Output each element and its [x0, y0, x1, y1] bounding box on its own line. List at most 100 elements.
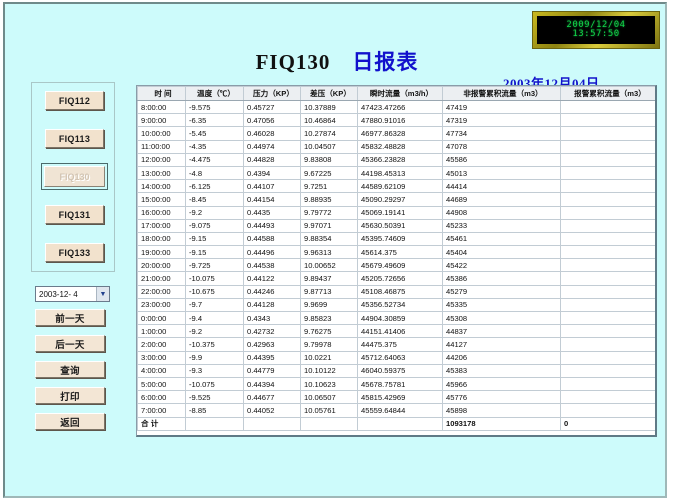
date-picker-value: 2003-12- 4 — [39, 289, 78, 299]
cell-alarm-total-flow — [560, 310, 655, 326]
table-row[interactable]: 16:00:00 -9.2 0.4435 9.79772 45069.19141 4490… — [137, 205, 655, 220]
cell-temperature: -9.9 — [185, 350, 244, 365]
cell-pressure: 0.46028 — [243, 126, 301, 141]
table-row[interactable]: 23:00:00 -9.7 0.44128 9.9699 45356.52734 4533… — [137, 297, 655, 313]
table-row[interactable]: 6:00:00 -9.525 0.44677 10.06507 45815.42969 4… — [137, 390, 655, 405]
cell-pressure: 0.45727 — [243, 99, 301, 115]
cell-nonalarm-total-flow: 45461 — [442, 231, 561, 247]
cell-instant-flow: 45832.48828 — [357, 139, 443, 154]
cell-alarm-total-flow — [560, 245, 655, 260]
column-header-alarm-total-flow: 报警累积流量（m3） — [560, 86, 655, 101]
table-row[interactable]: 14:00:00 -6.125 0.44107 9.7251 44589.62109 44… — [137, 179, 655, 194]
sidebar-item-fiq113[interactable]: FIQ113 — [45, 129, 104, 148]
back-button[interactable]: 返回 — [35, 413, 105, 430]
table-row[interactable]: 18:00:00 -9.15 0.44588 9.88354 45395.74609 45… — [137, 231, 655, 247]
table-row[interactable]: 15:00:00 -8.45 0.44154 9.88935 45090.29297 44… — [137, 192, 655, 207]
cell-pressure: 0.44122 — [243, 271, 301, 286]
sidebar-item-fiq130[interactable]: FIQ130 — [44, 166, 105, 187]
cell-diff-pressure: 10.0221 — [300, 350, 358, 365]
cell-alarm-total-flow — [560, 284, 655, 299]
cell-alarm-total-flow — [560, 179, 655, 194]
cell-temperature: -9.2 — [185, 205, 244, 220]
table-row[interactable]: 21:00:00 -10.075 0.44122 9.89437 45205.72656… — [137, 271, 655, 286]
cell-instant-flow: 45069.19141 — [357, 205, 443, 220]
table-row[interactable]: 2:00:00 -10.375 0.42963 9.79978 44475.375 441… — [137, 337, 655, 352]
table-row[interactable]: 19:00:00 -9.15 0.44496 9.96313 45614.375 4540… — [137, 245, 655, 260]
cell-temperature: -9.7 — [185, 297, 244, 313]
cell-instant-flow: 47423.47266 — [357, 99, 443, 115]
cell-instant-flow: 45630.50391 — [357, 218, 443, 233]
cell-pressure: 0.44052 — [243, 403, 301, 418]
cell-temperature: -9.3 — [185, 363, 244, 378]
table-row[interactable]: 20:00:00 -9.725 0.44538 10.00652 45679.49609… — [137, 258, 655, 273]
table-row[interactable]: 0:00:00 -9.4 0.4343 9.85823 44904.30859 45308 — [137, 310, 655, 326]
table-row[interactable]: 4:00:00 -9.3 0.44779 10.10122 46040.59375 453… — [137, 363, 655, 378]
table-row[interactable]: 8:00:00 -9.575 0.45727 10.37889 47423.47266 4… — [137, 99, 655, 115]
table-row[interactable]: 12:00:00 -4.475 0.44828 9.83808 45366.23828 4… — [137, 152, 655, 167]
cell-nonalarm-total-flow: 45013 — [442, 165, 561, 181]
table-row[interactable]: 3:00:00 -9.9 0.44395 10.0221 45712.64063 4420… — [137, 350, 655, 365]
table-header: 时 间 温度（℃） 压力（KP） 差压（KP） 瞬时流量（m3/h） 非报警累积… — [137, 86, 655, 101]
table-row[interactable]: 1:00:00 -9.2 0.42732 9.76275 44151.41406 4483… — [137, 324, 655, 339]
table-row[interactable]: 10:00:00 -5.45 0.46028 10.27874 46977.86328 4… — [137, 126, 655, 141]
sidebar-item-fiq133[interactable]: FIQ133 — [45, 243, 104, 262]
cell-pressure: 0.44395 — [243, 350, 301, 365]
table-row[interactable]: 11:00:00 -4.35 0.44974 10.04507 45832.48828 4… — [137, 139, 655, 154]
cell-diff-pressure: 10.10122 — [300, 363, 358, 378]
previous-day-button[interactable]: 前一天 — [35, 309, 105, 326]
cell-nonalarm-total-flow: 44689 — [442, 192, 561, 207]
sidebar-item-fiq130-focus-ring: FIQ130 — [41, 163, 108, 190]
total-instant-flow — [357, 416, 443, 431]
cell-time: 11:00:00 — [137, 139, 186, 154]
cell-time: 14:00:00 — [137, 179, 186, 194]
cell-instant-flow: 45356.52734 — [357, 297, 443, 313]
table-row[interactable]: 13:00:00 -4.8 0.4394 9.67225 44198.45313 4501… — [137, 165, 655, 181]
cell-diff-pressure: 10.46864 — [300, 113, 358, 128]
cell-instant-flow: 44475.375 — [357, 337, 443, 352]
cell-diff-pressure: 9.87713 — [300, 284, 358, 299]
total-nonalarm-flow: 1093178 — [442, 416, 561, 431]
cell-pressure: 0.44779 — [243, 363, 301, 378]
cell-instant-flow: 44589.62109 — [357, 179, 443, 194]
cell-alarm-total-flow — [560, 192, 655, 207]
date-picker[interactable]: 2003-12- 4 ▼ — [35, 286, 110, 302]
chevron-down-icon[interactable]: ▼ — [96, 287, 109, 301]
cell-nonalarm-total-flow: 45383 — [442, 363, 561, 378]
cell-time: 10:00:00 — [137, 126, 186, 141]
cell-nonalarm-total-flow: 45308 — [442, 310, 561, 326]
cell-alarm-total-flow — [560, 271, 655, 286]
table-row[interactable]: 5:00:00 -10.075 0.44394 10.10623 45678.75781… — [137, 376, 655, 392]
cell-alarm-total-flow — [560, 231, 655, 247]
cell-instant-flow: 45366.23828 — [357, 152, 443, 167]
cell-alarm-total-flow — [560, 139, 655, 154]
report-table-container[interactable]: 时 间 温度（℃） 压力（KP） 差压（KP） 瞬时流量（m3/h） 非报警累积… — [136, 85, 657, 437]
cell-diff-pressure: 10.05761 — [300, 403, 358, 418]
table-row[interactable]: 17:00:00 -9.075 0.44493 9.97071 45630.50391 4… — [137, 218, 655, 233]
cell-nonalarm-total-flow: 45422 — [442, 258, 561, 273]
cell-nonalarm-total-flow: 45898 — [442, 403, 561, 418]
table-row[interactable]: 22:00:00 -10.675 0.44246 9.87713 45108.46875… — [137, 284, 655, 299]
cell-temperature: -9.075 — [185, 218, 244, 233]
print-button[interactable]: 打印 — [35, 387, 105, 404]
table-row[interactable]: 7:00:00 -8.85 0.44052 10.05761 45559.64844 45… — [137, 403, 655, 418]
table-row[interactable]: 9:00:00 -6.35 0.47056 10.46864 47880.91016 47… — [137, 113, 655, 128]
device-button-panel: FIQ112 FIQ113 FIQ130 FIQ131 FIQ133 — [31, 82, 115, 272]
cell-alarm-total-flow — [560, 218, 655, 233]
cell-instant-flow: 45559.64844 — [357, 403, 443, 418]
sidebar-item-fiq112[interactable]: FIQ112 — [45, 91, 104, 110]
cell-temperature: -10.375 — [185, 337, 244, 352]
cell-nonalarm-total-flow: 45586 — [442, 152, 561, 167]
cell-instant-flow: 45614.375 — [357, 245, 443, 260]
query-button[interactable]: 查询 — [35, 361, 105, 378]
cell-diff-pressure: 9.89437 — [300, 271, 358, 286]
cell-nonalarm-total-flow: 44127 — [442, 337, 561, 352]
cell-diff-pressure: 10.10623 — [300, 376, 358, 392]
cell-diff-pressure: 9.85823 — [300, 310, 358, 326]
cell-temperature: -9.575 — [185, 99, 244, 115]
total-diff-pressure — [300, 416, 358, 431]
total-temperature — [185, 416, 244, 431]
cell-alarm-total-flow — [560, 350, 655, 365]
next-day-button[interactable]: 后一天 — [35, 335, 105, 352]
sidebar-item-fiq131[interactable]: FIQ131 — [45, 205, 104, 224]
cell-time: 22:00:00 — [137, 284, 186, 299]
